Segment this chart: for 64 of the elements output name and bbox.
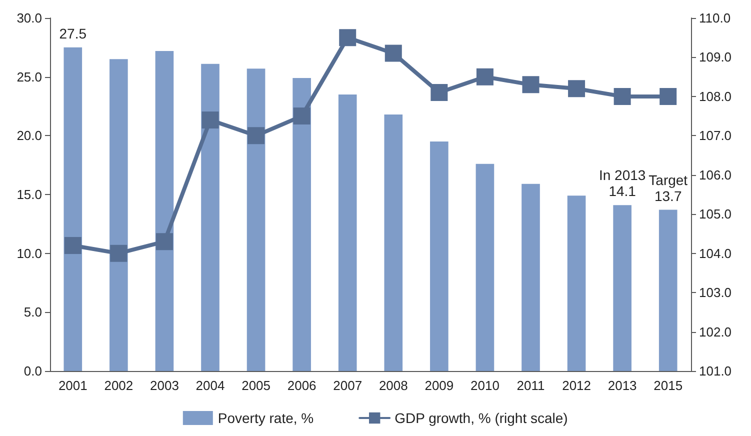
annotation: In 2013 14.1 [598,167,646,200]
y2-tick-label: 109.0 [699,50,732,65]
y2-tick-label: 102.0 [699,324,732,340]
x-tick-label: 2009 [424,378,454,393]
x-tick-label: 2006 [287,378,316,393]
point [568,80,586,98]
y2-tick-label: 106.0 [699,167,732,182]
point [293,108,310,125]
point [248,127,265,144]
y2-tick-label: 101.0 [699,364,732,378]
bar [522,184,540,371]
point [384,44,402,62]
x-tick-label: 2003 [150,378,179,393]
legend-label: GDP growth, % (right scale) [394,410,568,426]
bar [658,210,678,371]
legend-label: Poverty rate, % [218,410,314,426]
bar [567,196,586,371]
y2-tick-label: 107.0 [699,128,732,144]
x-tick-label: 2008 [378,378,408,393]
point [202,111,219,128]
bar [155,50,174,371]
y-tick-label: 10.0 [16,246,42,261]
y2-tick-label: 110.0 [699,10,731,26]
y-tick-label: 25.0 [16,69,42,84]
y-tick-label: 15.0 [16,187,42,202]
x-tick-label: 2001 [58,378,88,393]
x-tick-label: 2015 [654,378,683,393]
x-tick-label: 2002 [104,378,134,393]
y-tick-label: 30.0 [16,10,42,26]
annotation: Target 13.7 [648,172,688,204]
point [64,236,82,254]
bar [384,114,403,371]
point [156,233,173,250]
y2-tick-label: 108.0 [699,88,732,104]
y-tick-label: 0.0 [24,364,42,378]
bar [338,94,357,371]
x-tick-label: 2011 [516,378,545,393]
x-tick-label: 2013 [608,378,637,393]
x-tick-label: 2005 [242,378,270,393]
y2-tick-label: 105.0 [699,206,732,222]
y-tick-label: 20.0 [16,128,42,144]
bar [613,205,632,371]
point [660,88,677,105]
y-tick-label: 5.0 [24,304,42,320]
annotation: 27.5 [59,25,87,42]
x-tick-label: 2010 [470,378,500,393]
point [476,68,494,86]
point [522,76,540,94]
point [430,84,448,102]
point [339,29,356,46]
bar [64,47,82,371]
x-tick-label: 2004 [196,378,225,393]
bar [246,68,266,371]
y2-tick-label: 104.0 [699,246,732,261]
bar [430,142,448,371]
bar [201,64,220,371]
x-tick-label: 2007 [333,378,362,393]
bar [292,78,311,371]
point [614,88,631,105]
y2-tick-label: 103.0 [699,285,732,300]
bar [110,59,128,371]
bar [476,164,494,371]
point [110,244,128,262]
x-tick-label: 2012 [562,378,591,393]
